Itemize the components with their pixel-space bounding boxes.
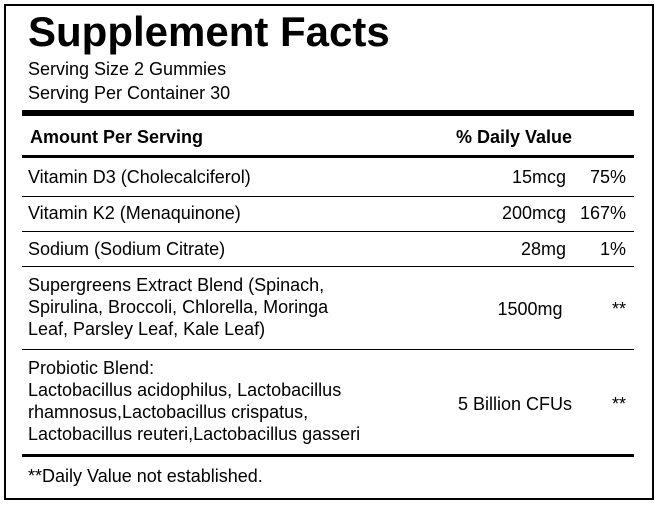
row-divider [22,266,634,267]
header-divider [22,155,634,158]
nutrient-amount-probiotic: 5 Billion CFUs [457,394,573,414]
nutrient-name-probiotic-line-3: rhamnosus,Lactobacillus crispatus, [28,402,309,422]
nutrient-amount-sodium: 28mg [520,239,566,259]
amount-per-serving-header: Amount Per Serving [30,127,204,147]
supplement-facts-panel [4,4,654,500]
nutrient-name-vitamin-d3: Vitamin D3 (Cholecalciferol) [28,167,251,187]
nutrient-name-sodium: Sodium (Sodium Citrate) [28,239,226,259]
daily-value-header: % Daily Value [456,127,573,147]
nutrient-dv-probiotic: ** [611,394,626,414]
thick-divider [22,110,634,116]
nutrient-amount-supergreens: 1500mg [497,299,563,319]
footer-divider [22,454,634,457]
nutrient-dv-supergreens: ** [611,299,626,319]
row-divider [22,349,634,350]
nutrient-name-vitamin-k2: Vitamin K2 (Menaquinone) [28,203,241,223]
row-divider [22,231,634,232]
nutrient-name-probiotic-line-4: Lactobacillus reuteri,Lactobacillus gass… [28,424,361,444]
nutrient-dv-vitamin-d3: 75% [589,167,626,187]
nutrient-name-supergreens-line-1: Supergreens Extract Blend (Spinach, [28,275,325,295]
footnote: **Daily Value not established. [28,466,263,486]
panel-title: Supplement Facts [28,8,390,55]
nutrient-dv-vitamin-k2: 167% [579,203,626,223]
row-divider [22,196,634,197]
nutrient-amount-vitamin-d3: 15mcg [511,167,566,187]
nutrient-name-supergreens-line-3: Leaf, Parsley Leaf, Kale Leaf) [28,319,266,339]
nutrient-amount-vitamin-k2: 200mcg [501,203,566,223]
nutrient-dv-sodium: 1% [599,239,626,259]
serving-size: Serving Size 2 Gummies [28,59,227,79]
nutrient-name-supergreens-line-2: Spirulina, Broccoli, Chlorella, Moringa [28,297,329,317]
servings-per-container: Serving Per Container 30 [28,83,231,103]
nutrient-name-probiotic-line-1: Probiotic Blend: [28,358,155,378]
nutrient-name-probiotic-line-2: Lactobacillus acidophilus, Lactobacillus [28,380,342,400]
